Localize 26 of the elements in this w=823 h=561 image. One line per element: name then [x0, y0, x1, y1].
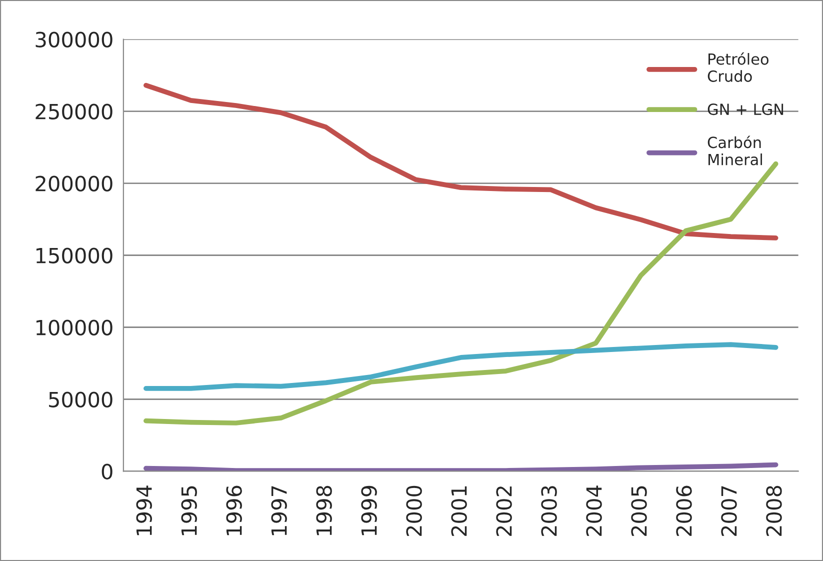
- x-tick-label: 1996: [226, 486, 242, 536]
- x-tick-label: 2002: [496, 486, 512, 536]
- x-tick-label: 2001: [451, 486, 467, 536]
- x-tick-label: 2007: [721, 486, 737, 536]
- y-tick-label: 0: [102, 464, 112, 480]
- x-tick-label: 1994: [136, 486, 152, 536]
- x-tick-label: 2008: [766, 486, 782, 536]
- y-tick-label: 50000: [49, 392, 112, 408]
- legend-label: GN + LGN: [708, 104, 784, 116]
- x-tick-label: 2003: [541, 486, 557, 536]
- x-tick-label: 2004: [586, 486, 602, 536]
- y-tick-label: 300000: [36, 32, 112, 48]
- x-tick-label: 2000: [406, 486, 422, 536]
- x-tick-label: 1997: [271, 486, 287, 536]
- legend-label: Carbón Mineral: [708, 136, 762, 166]
- x-tick-label: 2005: [631, 486, 647, 536]
- legend-label: Petróleo Crudo: [708, 52, 768, 82]
- y-tick-label: 250000: [36, 104, 112, 120]
- y-tick-label: 150000: [36, 248, 112, 264]
- x-tick-label: 1998: [316, 486, 332, 536]
- x-tick-label: 1999: [361, 486, 377, 536]
- x-tick-label: 2006: [676, 486, 692, 536]
- y-tick-label: 100000: [36, 320, 112, 336]
- x-tick-label: 1995: [181, 486, 197, 536]
- line-series: [144, 342, 778, 391]
- y-tick-label: 200000: [36, 176, 112, 192]
